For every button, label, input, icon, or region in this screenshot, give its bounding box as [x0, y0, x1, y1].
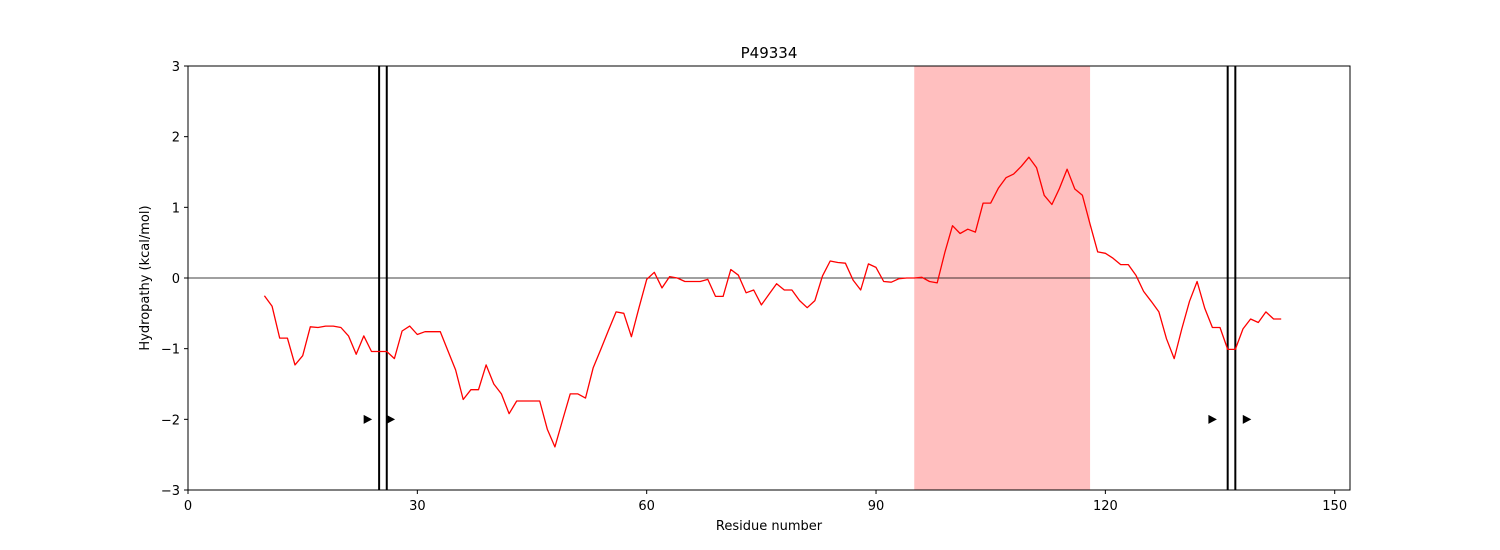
hydropathy-line	[263, 156, 1282, 448]
y-tick-label-0: −3	[161, 484, 180, 499]
x-axis-label: Residue number	[716, 519, 823, 534]
markers-layer	[363, 414, 1252, 424]
marker-triangle-2	[386, 414, 396, 424]
marker-triangle-3	[1208, 414, 1217, 424]
y-axis-label: Hydropathy (kcal/mol)	[138, 205, 153, 350]
y-tick-label-6: 3	[172, 60, 180, 75]
x-axis-ticks: 0 30 60 90 120 150	[184, 490, 1347, 514]
y-tick-label-3: 0	[172, 272, 180, 287]
x-tick-label-90: 90	[868, 499, 885, 514]
marker-triangle-4	[1242, 414, 1252, 424]
y-tick-label-2: −1	[161, 343, 180, 358]
x-tick-label-150: 150	[1322, 499, 1347, 514]
chart-title: P49334	[741, 44, 798, 62]
x-tick-label-60: 60	[638, 499, 655, 514]
x-tick-label-30: 30	[409, 499, 426, 514]
x-tick-label-0: 0	[184, 499, 192, 514]
y-tick-label-4: 1	[172, 201, 180, 216]
y-tick-label-1: −2	[161, 413, 180, 428]
x-tick-label-120: 120	[1093, 499, 1118, 514]
y-tick-label-5: 2	[172, 131, 180, 146]
marker-triangle-1	[363, 414, 373, 424]
series-layer	[263, 156, 1282, 448]
y-axis-ticks: −3 −2 −1 0 1 2 3	[161, 60, 188, 499]
